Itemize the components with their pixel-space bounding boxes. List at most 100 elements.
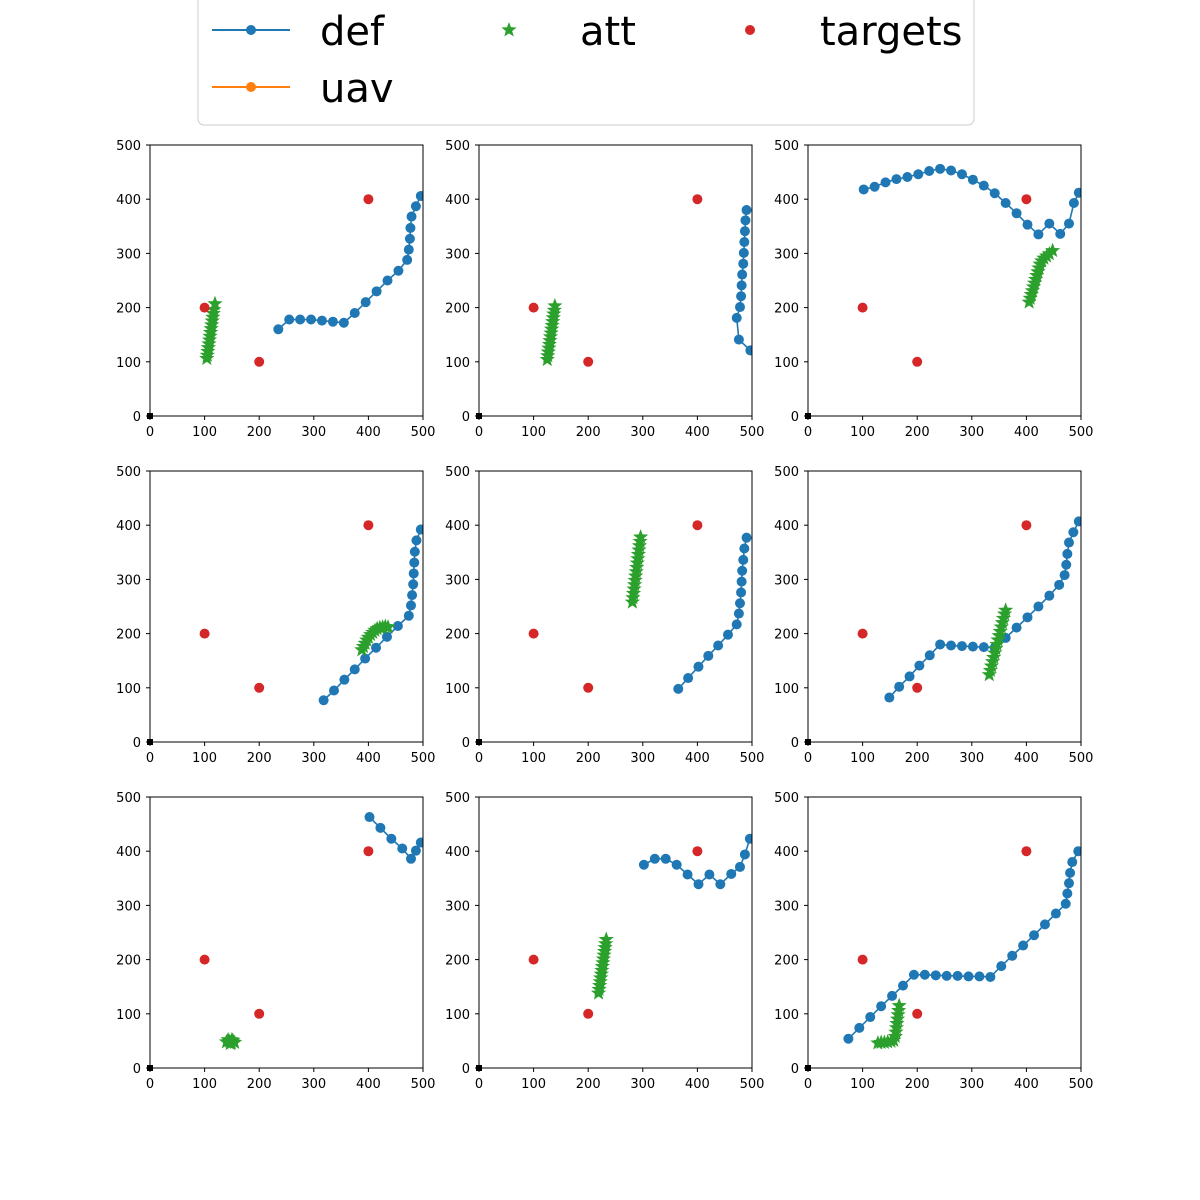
def-point — [1064, 219, 1074, 229]
def-point — [1067, 857, 1077, 867]
def-point — [737, 566, 747, 576]
y-tick-label: 300 — [445, 899, 470, 914]
def-point — [734, 609, 744, 619]
y-tick-label: 100 — [116, 356, 141, 371]
def-point — [894, 682, 904, 692]
def-point — [876, 1001, 886, 1011]
x-tick-label: 100 — [850, 751, 875, 766]
def-point — [393, 621, 403, 631]
def-point — [735, 862, 745, 872]
x-tick-label: 400 — [1014, 425, 1039, 440]
x-tick-label: 100 — [192, 425, 217, 440]
def-point — [411, 535, 421, 545]
y-tick-label: 200 — [445, 302, 470, 317]
def-point — [736, 587, 746, 597]
def-point — [404, 245, 414, 255]
y-tick-label: 0 — [462, 736, 470, 751]
y-tick-label: 200 — [116, 628, 141, 643]
x-tick-label: 200 — [905, 425, 930, 440]
def-point — [742, 533, 752, 543]
y-tick-label: 100 — [116, 1008, 141, 1023]
def-point — [935, 639, 945, 649]
def-point — [350, 664, 360, 674]
target-point — [583, 357, 593, 367]
target-point — [200, 955, 210, 965]
x-tick-label: 0 — [804, 1077, 812, 1092]
x-tick-label: 0 — [475, 1077, 483, 1092]
x-tick-label: 500 — [740, 425, 765, 440]
x-tick-label: 400 — [1014, 1077, 1039, 1092]
def-point — [407, 212, 417, 222]
def-point — [693, 662, 703, 672]
def-point — [1012, 208, 1022, 218]
def-point — [734, 335, 744, 345]
def-point — [1033, 602, 1043, 612]
x-tick-label: 100 — [192, 751, 217, 766]
x-tick-label: 500 — [740, 751, 765, 766]
def-point — [931, 970, 941, 980]
target-point — [1021, 194, 1031, 204]
def-point — [957, 169, 967, 179]
y-tick-label: 400 — [774, 193, 799, 208]
x-tick-label: 0 — [475, 425, 483, 440]
target-point — [858, 303, 868, 313]
target-point — [363, 846, 373, 856]
def-point — [350, 308, 360, 318]
y-tick-label: 400 — [116, 519, 141, 534]
plot-area — [479, 145, 752, 416]
y-tick-label: 0 — [462, 1062, 470, 1077]
def-point — [979, 181, 989, 191]
def-point — [386, 834, 396, 844]
def-point — [974, 971, 984, 981]
x-tick-label: 100 — [192, 1077, 217, 1092]
def-point — [1022, 220, 1032, 230]
y-tick-label: 0 — [133, 1062, 141, 1077]
x-tick-label: 500 — [740, 1077, 765, 1092]
def-point — [383, 276, 393, 286]
def-point — [1055, 229, 1065, 239]
def-point — [397, 843, 407, 853]
def-point — [843, 1034, 853, 1044]
x-tick-label: 0 — [804, 751, 812, 766]
legend-uav-marker — [246, 82, 256, 92]
def-point — [295, 315, 305, 325]
y-tick-label: 300 — [116, 899, 141, 914]
def-point — [968, 175, 978, 185]
target-point — [858, 955, 868, 965]
y-tick-label: 300 — [445, 573, 470, 588]
def-point — [737, 270, 747, 280]
y-tick-label: 200 — [774, 302, 799, 317]
def-point — [745, 834, 755, 844]
y-tick-label: 500 — [445, 791, 470, 806]
def-point — [732, 313, 742, 323]
def-point — [1068, 527, 1078, 537]
def-point — [393, 266, 403, 276]
x-tick-label: 200 — [247, 1077, 272, 1092]
def-point — [1044, 219, 1054, 229]
x-tick-label: 500 — [1069, 1077, 1094, 1092]
def-point — [740, 215, 750, 225]
def-point — [1061, 899, 1071, 909]
x-tick-label: 0 — [146, 1077, 154, 1092]
def-point — [672, 860, 682, 870]
def-point — [329, 686, 339, 696]
target-point — [912, 1009, 922, 1019]
def-point — [745, 345, 755, 355]
legend-uav-label: uav — [320, 66, 394, 112]
def-point — [736, 291, 746, 301]
x-tick-label: 300 — [301, 425, 326, 440]
x-tick-label: 200 — [576, 1077, 601, 1092]
def-point — [1064, 538, 1074, 548]
def-point — [1007, 951, 1017, 961]
x-tick-label: 300 — [301, 1077, 326, 1092]
def-point — [739, 237, 749, 247]
def-point — [273, 324, 283, 334]
def-point — [1001, 198, 1011, 208]
target-point — [254, 1009, 264, 1019]
x-tick-label: 500 — [1069, 751, 1094, 766]
y-tick-label: 100 — [116, 682, 141, 697]
subplot-2: 0 100 200 300 400 5000100200300400500 — [445, 139, 764, 440]
y-tick-label: 400 — [774, 845, 799, 860]
legend-def-label: def — [320, 9, 385, 55]
x-tick-label: 300 — [630, 1077, 655, 1092]
